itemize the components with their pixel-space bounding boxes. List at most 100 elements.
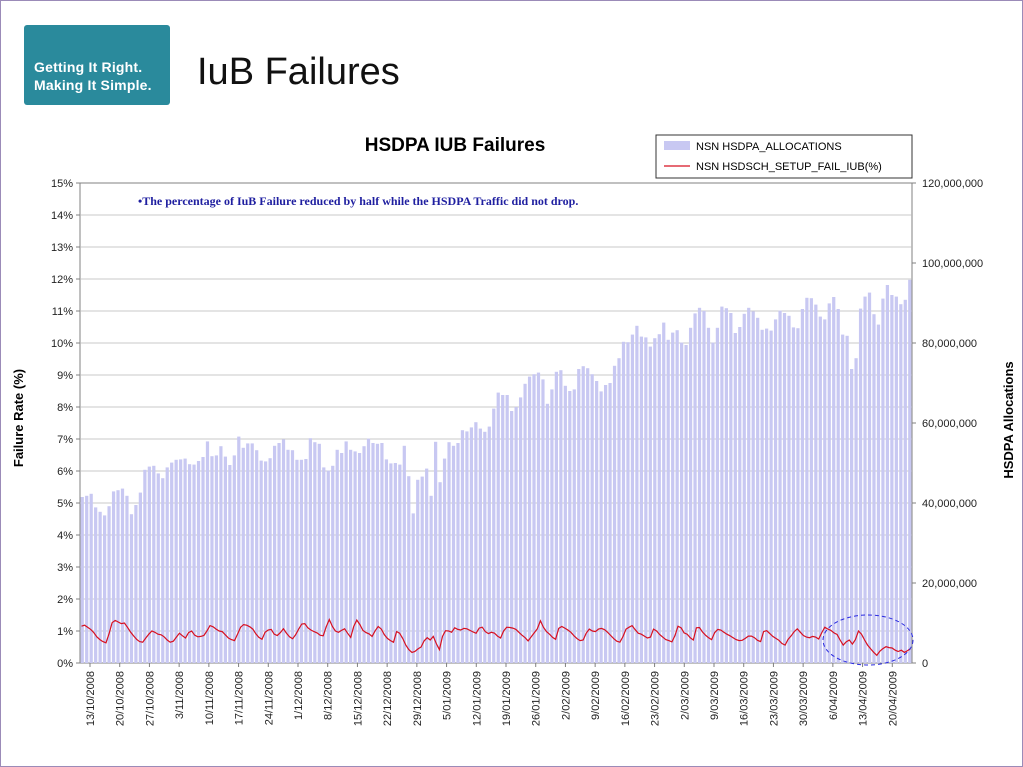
allocation-bar [447,442,451,663]
x-tick-label: 20/10/2008 [115,671,127,726]
logo-line-2: Making It Simple. [34,77,152,93]
allocation-bar [630,334,635,663]
allocation-bar [541,379,545,663]
allocation-bar [809,298,813,663]
allocation-bar [451,445,456,663]
y-right-tick-label: 20,000,000 [922,578,977,590]
y-left-tick-label: 1% [57,626,73,638]
allocation-bar [299,459,304,663]
page-title: IuB Failures [197,51,400,93]
allocation-bar [187,464,192,663]
allocation-bar [805,297,809,663]
allocation-bar [693,313,697,663]
allocation-bar [143,469,147,663]
allocation-bar [232,455,236,663]
allocation-bar [89,493,93,663]
allocation-bar [210,456,214,663]
allocation-bar [832,297,836,663]
allocation-bar [416,479,420,663]
allocation-bar [290,450,295,663]
allocation-bar [599,391,603,663]
allocation-bar [608,383,612,663]
allocation-bar [796,328,800,663]
allocation-bar [250,443,254,663]
allocation-bar [527,376,532,663]
allocation-bar [675,330,679,663]
x-tick-label: 5/01/2009 [442,671,454,720]
allocation-bar [102,515,107,663]
x-tick-label: 6/04/2009 [828,671,840,720]
allocation-bar [214,455,219,663]
allocation-bar [876,324,881,663]
y-left-tick-label: 6% [57,466,73,478]
allocation-bar [890,295,894,663]
x-tick-label: 15/12/2008 [352,671,364,726]
allocation-bar [612,365,617,663]
y-left-tick-label: 11% [52,306,73,318]
allocation-bar [174,459,178,663]
allocation-bar [272,445,277,663]
x-tick-label: 1/12/2008 [293,671,305,720]
allocation-bar [653,338,657,663]
allocation-bar [845,335,849,663]
allocation-bar [80,497,84,663]
allocation-bar [116,490,120,663]
x-tick-label: 30/03/2009 [798,671,810,726]
legend-box [655,134,913,179]
y-right-tick-label: 0 [922,658,928,670]
y-left-tick-label: 2% [57,594,73,606]
allocation-bar [483,431,487,663]
allocation-bar [201,457,205,663]
allocation-bar [196,461,201,663]
allocation-bar [523,383,527,663]
allocation-bar [590,374,594,663]
y-left-tick-label: 13% [51,242,73,254]
allocation-bar [456,443,460,663]
y-right-tick-label: 40,000,000 [922,498,977,510]
allocation-bar [308,438,312,663]
allocation-bar [322,467,326,663]
allocation-bar [894,296,898,663]
y-right-tick-label: 120,000,000 [922,178,983,190]
x-tick-label: 2/03/2009 [679,671,691,720]
x-tick-label: 22/12/2008 [382,671,394,726]
allocation-bar [411,513,415,663]
allocation-bar [501,395,505,663]
allocation-bar [899,304,903,663]
allocation-bar [791,327,796,663]
allocation-bar [733,333,737,663]
y-right-tick-label: 80,000,000 [922,338,977,350]
allocation-bar [295,459,299,663]
allocation-bar [756,317,760,663]
allocation-bar [782,313,787,663]
x-tick-label: 27/10/2008 [144,671,156,726]
x-tick-label: 9/03/2009 [709,671,721,720]
allocation-bar [402,445,406,663]
allocation-bar [738,327,742,663]
x-tick-label: 16/02/2009 [620,671,632,726]
allocation-bar [281,439,286,663]
allocation-bar [581,366,585,663]
allocation-bar [706,327,711,663]
allocation-bar [375,443,380,663]
allocation-bar [867,292,872,663]
allocation-bar [264,461,268,663]
allocation-bar [496,392,500,663]
allocation-bar [711,342,715,663]
allocation-bar [487,426,491,663]
allocation-bar [429,495,433,663]
legend-label-line: NSN HSDSCH_SETUP_FAIL_IUB(%) [696,161,882,173]
allocation-bar [568,391,572,663]
x-tick-label: 3/11/2008 [174,671,186,719]
allocation-bar [586,368,590,663]
x-tick-label: 13/10/2008 [85,671,97,726]
x-tick-label: 29/12/2008 [412,671,424,726]
y-left-tick-label: 8% [57,402,73,414]
allocation-bar [765,328,769,663]
allocation-bar [666,339,670,663]
allocation-bar [389,463,393,663]
allocation-bar [246,443,250,663]
legend-label-bars: NSN HSDPA_ALLOCATIONS [696,141,842,153]
allocation-bar [903,299,907,663]
allocation-bar [532,374,536,663]
